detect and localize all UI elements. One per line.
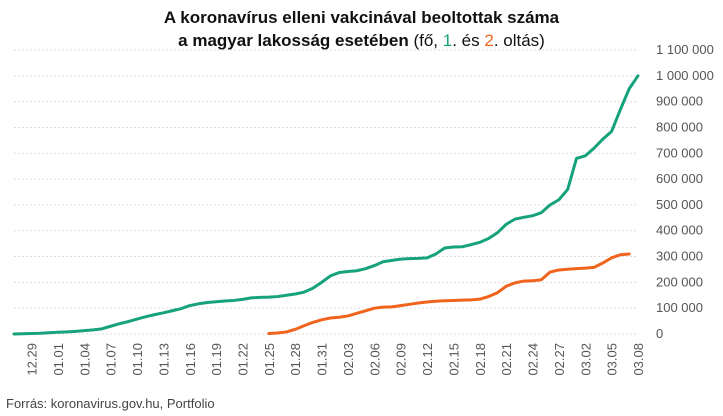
x-tick-label: 02.12 bbox=[420, 343, 435, 376]
title-dose2-label: 2 bbox=[484, 31, 494, 50]
series-line-1 bbox=[12, 74, 640, 336]
y-tick-label: 900 000 bbox=[656, 94, 703, 109]
chart-title: A koronavírus elleni vakcinával beoltott… bbox=[0, 6, 723, 52]
x-tick-label: 03.05 bbox=[605, 343, 620, 376]
x-tick-label: 02.06 bbox=[367, 343, 382, 376]
y-tick-label: 1 100 000 bbox=[656, 42, 714, 57]
source-note: Forrás: koronavirus.gov.hu, Portfolio bbox=[6, 396, 215, 411]
x-tick-label: 01.07 bbox=[104, 343, 119, 376]
title-dose1-label: 1 bbox=[442, 31, 453, 50]
y-tick-label: 200 000 bbox=[656, 274, 703, 289]
y-tick-label: 500 000 bbox=[656, 197, 703, 212]
y-tick-label: 400 000 bbox=[656, 223, 703, 238]
x-tick-label: 02.18 bbox=[473, 343, 488, 376]
x-tick-label: 12.29 bbox=[25, 343, 40, 376]
title-separator: . és bbox=[452, 31, 485, 50]
title-line-1: A koronavírus elleni vakcinával beoltott… bbox=[163, 8, 560, 27]
x-tick-label: 02.27 bbox=[552, 343, 567, 376]
x-tick-label: 01.04 bbox=[77, 343, 92, 376]
title-line-2: a magyar lakosság esetében (fő, 1. és 2.… bbox=[0, 29, 723, 52]
x-tick-label: 02.24 bbox=[526, 343, 541, 376]
y-tick-label: 700 000 bbox=[656, 145, 703, 160]
x-tick-label: 02.03 bbox=[341, 343, 356, 376]
x-tick-label: 01.28 bbox=[288, 343, 303, 376]
grid-lines bbox=[14, 49, 638, 335]
x-tick-label: 02.09 bbox=[394, 343, 409, 376]
title-line-2-open: (fő, bbox=[408, 31, 443, 50]
y-tick-label: 800 000 bbox=[656, 119, 703, 134]
x-tick-label: 01.01 bbox=[51, 343, 66, 376]
x-tick-label: 01.16 bbox=[183, 343, 198, 376]
title-line-2-bold: a magyar lakosság esetében bbox=[178, 31, 409, 50]
x-tick-label: 01.31 bbox=[315, 343, 330, 376]
x-tick-label: 01.13 bbox=[156, 343, 171, 376]
series-lines bbox=[12, 74, 640, 336]
x-tick-label: 01.25 bbox=[262, 343, 277, 376]
x-tick-label: 02.21 bbox=[499, 343, 514, 376]
x-tick-label: 03.02 bbox=[578, 343, 593, 376]
y-tick-label: 300 000 bbox=[656, 249, 703, 264]
x-tick-label: 03.08 bbox=[631, 343, 646, 376]
series-line-2 bbox=[267, 252, 631, 335]
y-axis-ticks: 0 100 000 200 000 300 000 400 000 500 000 600 … bbox=[656, 42, 714, 341]
title-line-2-close: . oltás) bbox=[493, 31, 545, 50]
x-tick-label: 01.22 bbox=[236, 343, 251, 376]
x-tick-label: 01.10 bbox=[130, 343, 145, 376]
y-tick-label: 0 bbox=[656, 326, 663, 341]
y-tick-label: 1 000 000 bbox=[656, 68, 714, 83]
y-tick-label: 600 000 bbox=[656, 171, 703, 186]
x-tick-label: 01.19 bbox=[209, 343, 224, 376]
y-tick-label: 100 000 bbox=[656, 300, 703, 315]
x-tick-label: 02.15 bbox=[446, 343, 461, 376]
x-axis-ticks: 12.29 01.01 01.04 01.07 01.10 01.13 01.16 01.19… bbox=[25, 343, 646, 376]
